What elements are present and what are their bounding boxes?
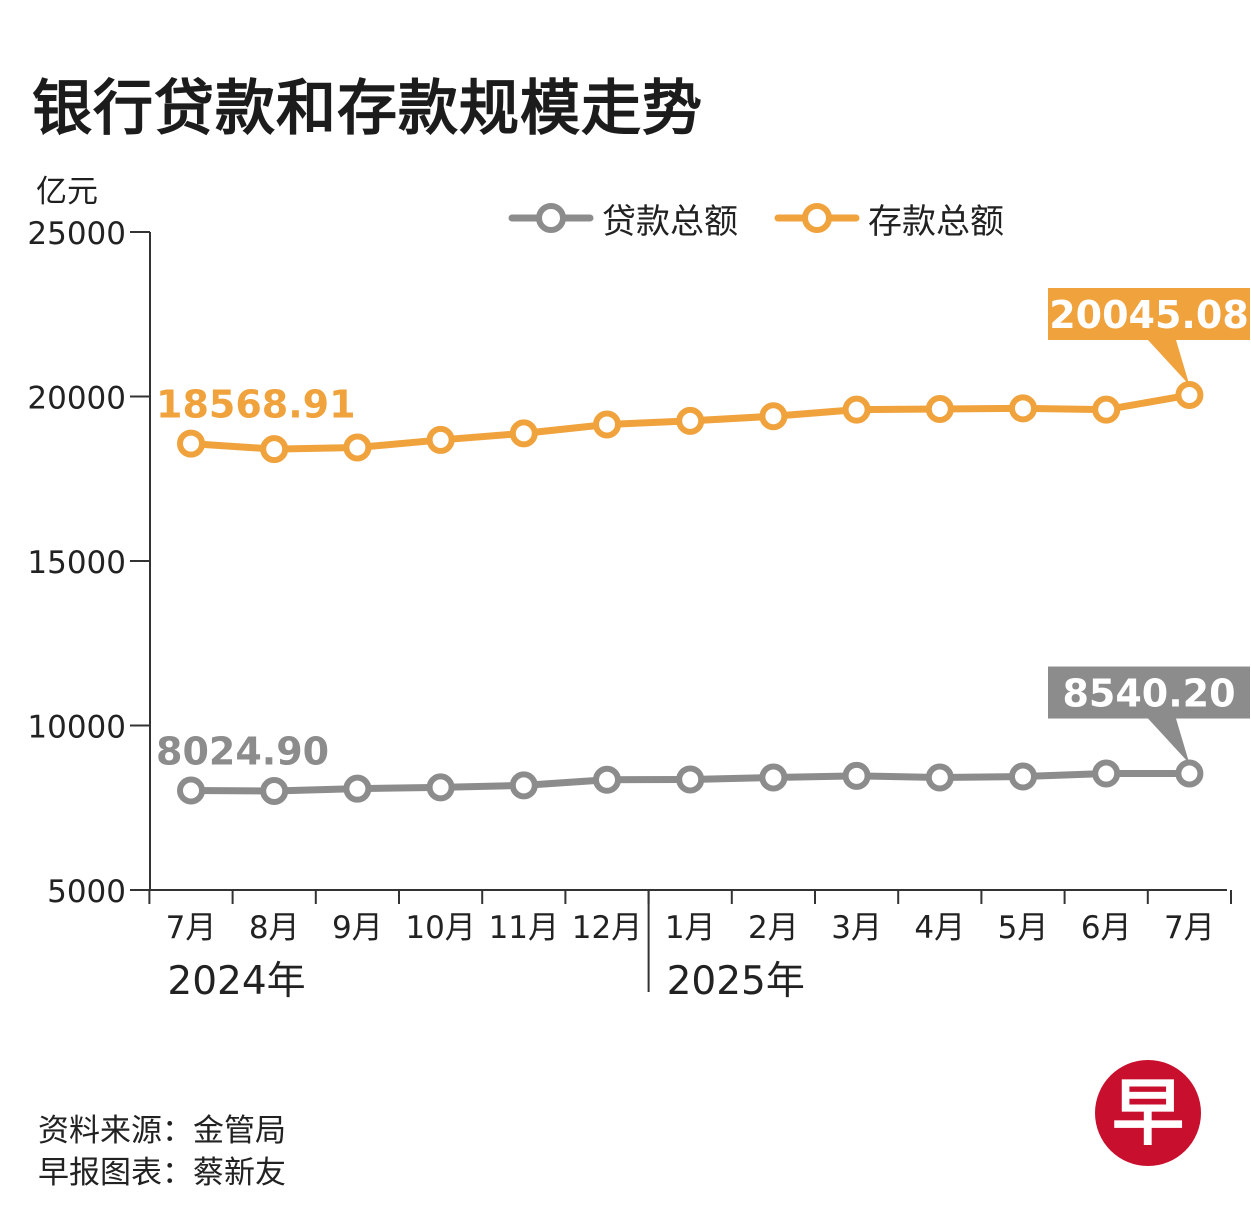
x-tick-label: 11月: [489, 910, 559, 946]
data-point-0-0: [177, 776, 205, 805]
x-tick-label: 9月: [332, 910, 383, 946]
data-point-1-12: [1175, 381, 1204, 410]
x-tick-label: 6月: [1081, 910, 1132, 946]
data-point-1-4: [509, 419, 538, 448]
callout-box-1: [1048, 288, 1250, 341]
callout-value-1: 20045.08: [1049, 293, 1249, 337]
year-label: 2024年: [167, 959, 305, 1004]
data-point-1-6: [676, 406, 705, 435]
callout-pointer-1: [1148, 340, 1190, 386]
zaobao-logo-icon: 早: [1095, 1060, 1201, 1166]
x-tick-label: 7月: [1164, 910, 1215, 946]
legend-label-loans: 贷款总额: [602, 201, 738, 242]
data-point-0-12: [1175, 759, 1204, 788]
x-tick-label: 12月: [572, 910, 642, 946]
data-point-0-8: [842, 761, 871, 790]
y-tick-label: 20000: [27, 381, 126, 417]
data-point-0-3: [426, 773, 455, 802]
data-point-0-7: [759, 763, 788, 792]
data-point-1-5: [593, 410, 621, 439]
x-tick-label: 7月: [166, 910, 217, 946]
data-point-1-11: [1092, 395, 1121, 424]
source-credit: 资料来源：金管局 早报图表：蔡新友: [38, 1110, 286, 1194]
y-axis-unit-label: 亿元: [36, 174, 98, 210]
data-point-1-7: [759, 402, 788, 431]
legend-marker-loans: [508, 203, 594, 233]
data-point-1-2: [343, 433, 372, 462]
x-tick-label: 3月: [831, 910, 882, 946]
x-tick-label: 10月: [405, 910, 475, 946]
legend-item-deposits: 存款总额: [774, 196, 1004, 242]
data-point-1-9: [925, 395, 954, 424]
data-point-1-3: [426, 425, 455, 454]
data-source-text: 资料来源：金管局: [38, 1113, 286, 1149]
logo-char: 早: [1112, 1071, 1184, 1155]
legend-item-loans: 贷款总额: [508, 196, 738, 242]
y-tick-label: 15000: [27, 545, 126, 581]
data-point-1-10: [1009, 394, 1037, 423]
data-point-0-4: [509, 771, 538, 800]
x-tick-label: 1月: [665, 910, 716, 946]
data-point-0-5: [593, 765, 621, 794]
graphic-credit-text: 早报图表：蔡新友: [38, 1155, 286, 1191]
data-point-0-10: [1009, 762, 1037, 791]
start-value-label-1: 18568.91: [156, 383, 356, 427]
x-tick-label: 4月: [914, 910, 965, 946]
y-tick-label: 10000: [27, 710, 126, 746]
data-point-0-1: [260, 776, 289, 805]
y-tick-label: 5000: [47, 874, 126, 910]
data-point-1-1: [260, 435, 289, 464]
data-point-1-0: [177, 429, 205, 458]
data-point-0-2: [343, 774, 372, 803]
callout-box-0: [1048, 666, 1250, 719]
legend-marker-deposits: [774, 203, 860, 233]
y-tick-label: 25000: [27, 216, 126, 252]
callout-pointer-0: [1148, 718, 1190, 764]
chart-title: 银行贷款和存款规模走势: [32, 74, 703, 144]
x-tick-label: 5月: [998, 910, 1049, 946]
x-tick-label: 8月: [249, 910, 300, 946]
start-value-label-0: 8024.90: [156, 729, 329, 773]
data-point-0-6: [676, 765, 705, 794]
data-point-0-11: [1092, 759, 1121, 788]
legend-label-deposits: 存款总额: [868, 201, 1004, 242]
callout-value-0: 8540.20: [1062, 672, 1235, 716]
data-point-0-9: [925, 763, 954, 792]
x-tick-label: 2月: [748, 910, 799, 946]
year-label: 2025年: [667, 959, 805, 1004]
data-point-1-8: [842, 395, 871, 424]
